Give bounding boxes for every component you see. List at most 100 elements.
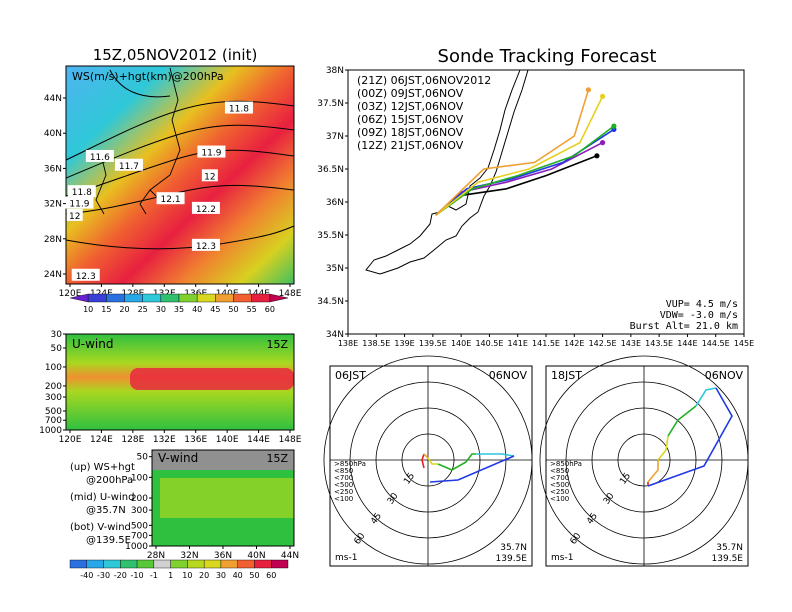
hodo-level-legend: >850hPa (334, 460, 366, 468)
ws-colorbar-swatch (196, 293, 216, 303)
u-y-tick-label: 100 (45, 363, 62, 373)
ws-colorbar-swatch (106, 293, 125, 303)
contour-label: 12 (204, 172, 215, 182)
hodo-trace (647, 460, 659, 483)
u-y-tick-label: 1000 (39, 426, 62, 436)
track-x-tick-label: 143E (621, 339, 641, 348)
ws-shading (66, 66, 294, 284)
track-legend-entry: (06Z) 15JST,06NOV (357, 113, 464, 126)
contour-label-box (191, 201, 220, 214)
v-colorbar-label: 20 (199, 571, 209, 580)
contour-label: 11.7 (119, 162, 139, 172)
track-legend-entry: (09Z) 18JST,06NOV (357, 126, 464, 139)
u-y-tick-label: 300 (45, 393, 62, 403)
v-x-tick-label: 36N (214, 551, 232, 561)
hodo-trace (647, 387, 733, 487)
ws-map-label: WS(m/s)+hgt(km)@200hPa (72, 70, 224, 83)
track-x-tick-label: 143.5E (645, 339, 673, 348)
contour-labels: 11.8 11.6 11.7 11.9 12 12.1 11.8 11.9 12 12.2 12.3… (65, 101, 253, 282)
note-bot-sub: @139.5E (86, 535, 131, 546)
v-wind-panel: V-wind 15Z 28N 32N 36N 40N 44N 50 100 200 300 500… (125, 449, 299, 561)
v-colorbar-label: -1 (150, 571, 158, 580)
contour-label: 12.2 (196, 205, 216, 215)
tracking-axes: 138E 138.5E 139E 139.5E 140E 140.5E 141E 141.5E… (317, 66, 754, 348)
vdw-text: VDW= -3.0 m/s (660, 310, 738, 321)
hodo-header-left: 06JST (335, 369, 366, 382)
ws-colorbar-label: 30 (156, 305, 166, 314)
u-x-tick-label: 136E (184, 435, 207, 445)
v-wind-label: V-wind (158, 451, 198, 465)
contour-label-box (201, 169, 218, 182)
ws-map-panel: 11.8 11.6 11.7 11.9 12 12.1 11.8 11.9 12 12.2 12.3… (44, 65, 302, 314)
u-x-tick-label: 120E (59, 435, 82, 445)
hodo-header-left: 18JST (551, 369, 582, 382)
contour-label-box (65, 196, 94, 209)
ws-colorbar-swatch (87, 293, 107, 303)
ws-colorbar-label: 60 (265, 305, 275, 314)
note-up: (up) WS+hgt (70, 462, 135, 473)
hodo-trace (427, 457, 438, 465)
u-y-tick-label: 30 (51, 330, 63, 340)
u-x-tick-label: 148E (279, 435, 302, 445)
contour-label: 11.9 (201, 149, 221, 159)
track-y-tick-label: 35N (326, 264, 344, 274)
vup-text: VUP= 4.5 m/s (666, 299, 738, 310)
hodo-units: ms-1 (551, 553, 573, 563)
ws-colorbar-label: 50 (228, 305, 238, 314)
ws-colorbar: 10 15 20 25 30 35 40 45 50 55 60 (69, 293, 289, 314)
u-wind-frame (65, 333, 295, 431)
ws-y-tick-label: 32N (44, 200, 62, 210)
v-colorbar-swatch (136, 559, 155, 569)
ws-colorbar-label: 10 (83, 305, 93, 314)
v-y-tick-label: 200 (131, 494, 148, 504)
ws-colorbar-swatch (251, 293, 271, 303)
v-colorbar-label: -30 (97, 571, 110, 580)
track-y-tick-label: 37N (326, 132, 344, 142)
ws-colorbar-label: 15 (101, 305, 111, 314)
track-legend-entry: (21Z) 06JST,06NOV2012 (357, 74, 491, 87)
track-x-tick-label: 139E (394, 339, 414, 348)
contour-label: 12.3 (196, 242, 216, 252)
track-x-tick-label: 141E (508, 339, 528, 348)
track-y-tick-label: 36N (326, 198, 344, 208)
u-wind-time: 15Z (266, 338, 288, 351)
v-colorbar-swatch (120, 559, 138, 569)
hodo-header-right: 06NOV (705, 369, 744, 382)
track-x-tick-label: 140.5E (475, 339, 503, 348)
v-y-tick-label: 300 (131, 506, 148, 516)
hodo-level-legend: <850 (550, 467, 569, 475)
hodo-trace (437, 453, 476, 471)
tracking-frame (347, 69, 745, 335)
hodo-lat: 35.7N (716, 543, 743, 553)
ws-map-frame (65, 65, 295, 285)
burst-text: Burst Alt= 21.0 km (630, 321, 738, 332)
v-colorbar-swatch (86, 559, 104, 569)
u-wind-panel: U-wind 15Z 120E 124E 128E 132E 136E 140E 144E 1… (39, 330, 302, 445)
track-legend-entry: (12Z) 21JST,06NOV (357, 139, 464, 152)
hodo-level-legend: <850 (334, 467, 353, 475)
v-colorbar-label: 60 (266, 571, 276, 580)
hodo-units: ms-1 (335, 553, 357, 563)
track-legend: (21Z) 06JST,06NOV2012(00Z) 09JST,06NOV(0… (357, 74, 491, 152)
contour-label-box (85, 149, 114, 162)
v-y-tick-label: 100 (131, 473, 148, 483)
hodo-lon: 139.5E (496, 554, 528, 564)
track-y-tick-label: 35.5N (317, 231, 344, 241)
track-x-tick-label: 142.5E (589, 339, 617, 348)
contour-label-box (156, 192, 185, 205)
v-wind-band (160, 478, 294, 518)
hodo-trace (421, 453, 425, 469)
v-x-tick-label: 32N (180, 551, 198, 561)
u-y-tick-label: 500 (45, 407, 62, 417)
track-x-tick-label: 145E (734, 339, 754, 348)
v-colorbar: -40 -30 -20 -10 -1 1 10 20 30 40 50 60 (69, 559, 289, 580)
contour-label: 11.8 (229, 105, 249, 115)
jet-core (130, 368, 294, 390)
height-contours (65, 69, 295, 250)
left-panel-title: 15Z,05NOV2012 (init) (93, 46, 258, 64)
hodo-level-legend: <500 (550, 481, 569, 489)
u-x-tick-label: 128E (121, 435, 144, 445)
contour-label-box (66, 208, 83, 221)
ws-colorbar-swatch (215, 293, 234, 303)
